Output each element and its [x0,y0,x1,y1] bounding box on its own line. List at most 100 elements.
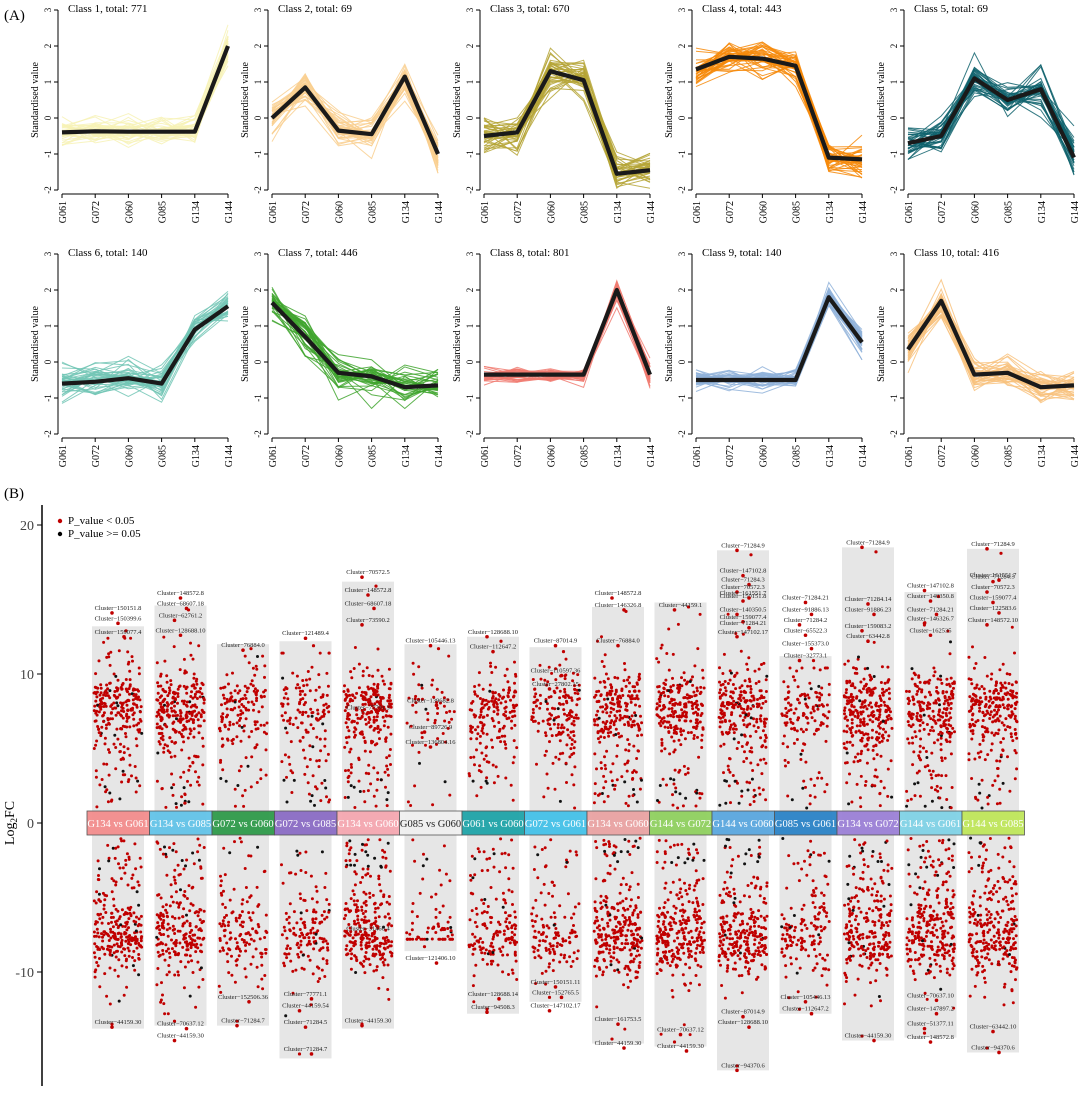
data-point [95,805,98,808]
data-point [488,857,491,860]
data-point [297,709,300,712]
data-point [230,955,233,958]
data-point [362,674,365,677]
data-point [683,882,686,885]
data-point [183,802,186,805]
data-point [189,695,192,698]
data-point [679,923,682,926]
data-point [679,891,682,894]
data-point [163,1012,166,1015]
data-point [232,910,235,913]
data-point [765,885,768,888]
data-point [424,708,427,711]
data-point [373,716,376,719]
data-point [289,902,292,905]
data-point [135,916,138,919]
data-point [373,939,376,942]
data-point [235,947,238,950]
data-point [362,960,365,963]
data-point [571,738,574,741]
data-point [365,942,368,945]
data-point [602,786,605,789]
data-point [383,942,386,945]
data-point [138,698,141,701]
x-tick-label: G072 [91,201,102,223]
data-point [324,872,327,875]
data-point [120,951,123,954]
data-point [621,948,624,951]
data-point [513,724,516,727]
data-point [573,734,576,737]
data-point [131,713,134,716]
data-point [680,716,683,719]
data-point [198,691,201,694]
data-point [695,792,698,795]
data-point [666,721,669,724]
data-point [533,868,536,871]
data-point [233,840,236,843]
data-point [157,925,160,928]
data-point [474,936,477,939]
data-point [726,970,729,973]
x-tick-label: G060 [546,201,557,223]
data-point [538,944,541,947]
data-point [320,782,323,785]
data-point [358,663,361,666]
data-point [108,682,111,685]
data-point [327,685,330,688]
data-point [549,951,552,954]
data-point [511,903,514,906]
data-point [742,697,745,700]
data-point [227,971,230,974]
data-point [255,948,258,951]
data-point [173,705,176,708]
data-point [116,704,119,707]
data-point [638,705,641,708]
data-point [194,1006,197,1009]
data-point [671,949,674,952]
data-point [656,963,659,966]
data-point [282,652,285,655]
x-tick-label: G134 [825,445,836,467]
data-point [118,693,121,696]
data-point [365,951,368,954]
data-point [689,720,692,723]
data-point [567,734,570,737]
data-point [535,705,538,708]
data-point [552,959,555,962]
data-point [724,934,727,937]
data-point [126,912,129,915]
data-point [305,909,308,912]
data-point [286,687,289,690]
data-point [296,953,299,956]
data-point [118,649,121,652]
data-point [171,915,174,918]
data-point [430,896,433,899]
data-point [515,746,518,749]
data-point [186,686,189,689]
data-point [629,949,632,952]
data-point [575,717,578,720]
data-point [479,697,482,700]
data-point [726,967,729,970]
data-point [352,889,355,892]
data-point [379,890,382,893]
data-point [135,724,138,727]
data-point [354,853,357,856]
x-tick-label: G144 [646,445,657,467]
data-point [343,684,346,687]
data-point [132,698,135,701]
data-point [109,954,112,957]
data-point [507,973,510,976]
data-point [671,996,674,999]
data-point [641,939,644,942]
data-point [387,998,390,1001]
data-point [678,943,681,946]
data-point [665,839,668,842]
x-tick-label: G085 [1004,445,1015,467]
data-point [126,709,129,712]
data-point [572,960,575,963]
data-point [740,733,743,736]
data-point [694,959,697,962]
data-point [563,726,566,729]
